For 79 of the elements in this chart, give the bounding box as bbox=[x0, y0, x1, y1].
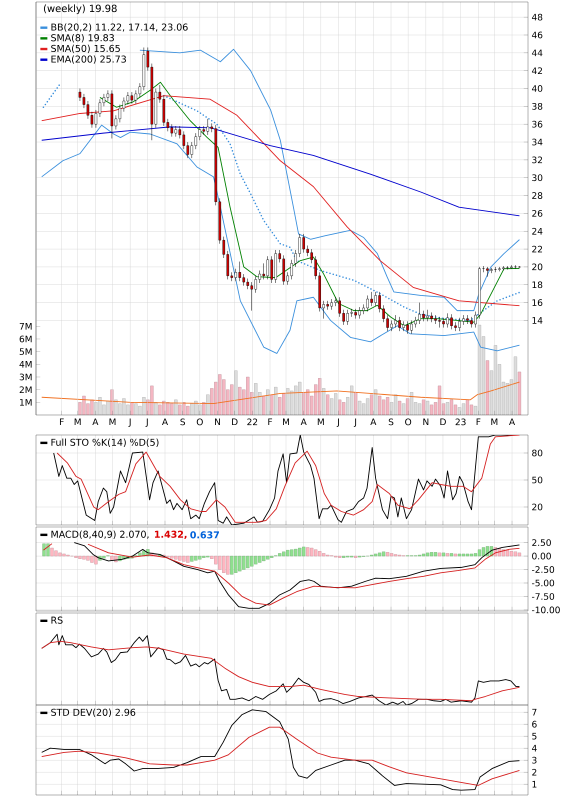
x-tick-label: O bbox=[405, 418, 412, 426]
y-tick-label: 34 bbox=[532, 138, 542, 146]
x-tick-label: A bbox=[162, 418, 168, 426]
y-tick-label: 0.00 bbox=[532, 552, 551, 560]
legend-label: SMA(50) 15.65 bbox=[51, 44, 120, 54]
x-tick-label: M bbox=[318, 418, 324, 426]
x-tick-label: J bbox=[146, 418, 148, 427]
x-tick-label: S bbox=[180, 418, 186, 426]
x-tick-label: A bbox=[92, 418, 98, 426]
legend-label: BB(20,2) 11.22, 17.14, 23.06 bbox=[51, 23, 188, 32]
x-tick-label: J bbox=[354, 418, 356, 427]
y-tick-label: 32 bbox=[532, 156, 542, 164]
y-tick-label: 48 bbox=[532, 14, 542, 21]
y-tick-label: 30 bbox=[532, 174, 542, 182]
y-tick-label: 16 bbox=[532, 299, 542, 306]
annotation: 0.637 bbox=[190, 531, 220, 538]
y2-tick-label: 6M bbox=[20, 336, 32, 342]
x-tick-label: A bbox=[300, 418, 307, 426]
y-tick-label: 2 bbox=[532, 768, 536, 776]
x-tick-label: F bbox=[268, 418, 272, 426]
y-tick-label: 6 bbox=[532, 720, 537, 728]
y2-tick-label: 5M bbox=[20, 348, 32, 355]
y2-tick-label: 4M bbox=[19, 361, 32, 368]
y-tick-label: 1 bbox=[532, 780, 536, 788]
x-tick-label: A bbox=[509, 418, 516, 426]
y-tick-label: 24 bbox=[532, 228, 542, 235]
y-tick-label: 46 bbox=[532, 32, 542, 38]
y-tick-label: 26 bbox=[532, 210, 542, 217]
y-tick-label: 22 bbox=[532, 246, 542, 252]
y-tick-label: 5 bbox=[532, 732, 536, 740]
x-tick-label: D bbox=[440, 418, 446, 426]
x-tick-label: 22 bbox=[247, 418, 258, 426]
x-tick-label: M bbox=[109, 418, 116, 426]
x-tick-label: N bbox=[423, 418, 428, 426]
y-tick-label: 20 bbox=[532, 264, 542, 270]
y-tick-label: 80 bbox=[532, 450, 542, 456]
y-tick-label: 42 bbox=[532, 67, 542, 74]
y-tick-label: 50 bbox=[532, 476, 542, 484]
y-tick-label: -5.00 bbox=[532, 580, 554, 586]
legend-label: Full STO %K(14) %D(5) bbox=[51, 438, 158, 447]
x-tick-label: M bbox=[74, 418, 81, 426]
y-tick-label: -2.50 bbox=[532, 566, 554, 573]
y-tick-label: 14 bbox=[532, 317, 542, 324]
legend-label: RS bbox=[51, 616, 63, 624]
y-tick-label: 20 bbox=[532, 504, 542, 510]
y-tick-label: -10.00 bbox=[532, 606, 560, 614]
y-tick-label: 3 bbox=[532, 756, 537, 764]
annotation: 1.432, bbox=[154, 530, 186, 540]
x-tick-label: O bbox=[196, 418, 203, 426]
x-tick-label: J bbox=[128, 418, 131, 427]
x-tick-label: N bbox=[215, 418, 220, 426]
y-tick-label: 4 bbox=[532, 744, 537, 752]
y2-tick-label: 1M bbox=[20, 399, 32, 406]
x-tick-label: M bbox=[283, 418, 289, 426]
y2-tick-label: 2M bbox=[20, 386, 32, 393]
legend-label: SMA(8) 19.83 bbox=[51, 34, 114, 42]
y2-tick-label: 7M bbox=[20, 323, 32, 330]
y2-tick-label: 3M bbox=[20, 374, 32, 380]
y-tick-label: 40 bbox=[532, 85, 542, 92]
x-tick-label: A bbox=[370, 418, 376, 426]
x-tick-label: 23 bbox=[456, 418, 466, 426]
x-tick-label: F bbox=[476, 418, 480, 426]
y-tick-label: 36 bbox=[532, 120, 542, 128]
x-tick-label: F bbox=[60, 418, 64, 426]
y-tick-label: 18 bbox=[532, 281, 542, 288]
legend-label: EMA(200) 25.73 bbox=[51, 55, 126, 64]
x-tick-label: D bbox=[232, 418, 238, 426]
y-tick-label: 44 bbox=[532, 50, 542, 56]
y-tick-label: 2.50 bbox=[532, 539, 551, 546]
x-tick-label: J bbox=[336, 418, 339, 427]
y-tick-label: 38 bbox=[532, 102, 542, 110]
y-tick-label: -7.50 bbox=[532, 593, 554, 600]
y-tick-label: 7 bbox=[532, 708, 536, 716]
y-tick-label: 28 bbox=[532, 192, 542, 199]
legend-label: MACD(8,40,9) 2.070, bbox=[51, 530, 149, 539]
legend-label: STD DEV(20) 2.96 bbox=[51, 708, 136, 717]
x-tick-label: S bbox=[388, 418, 394, 426]
chart-title: (weekly) 19.98 bbox=[44, 4, 117, 14]
x-tick-label: M bbox=[491, 418, 498, 426]
